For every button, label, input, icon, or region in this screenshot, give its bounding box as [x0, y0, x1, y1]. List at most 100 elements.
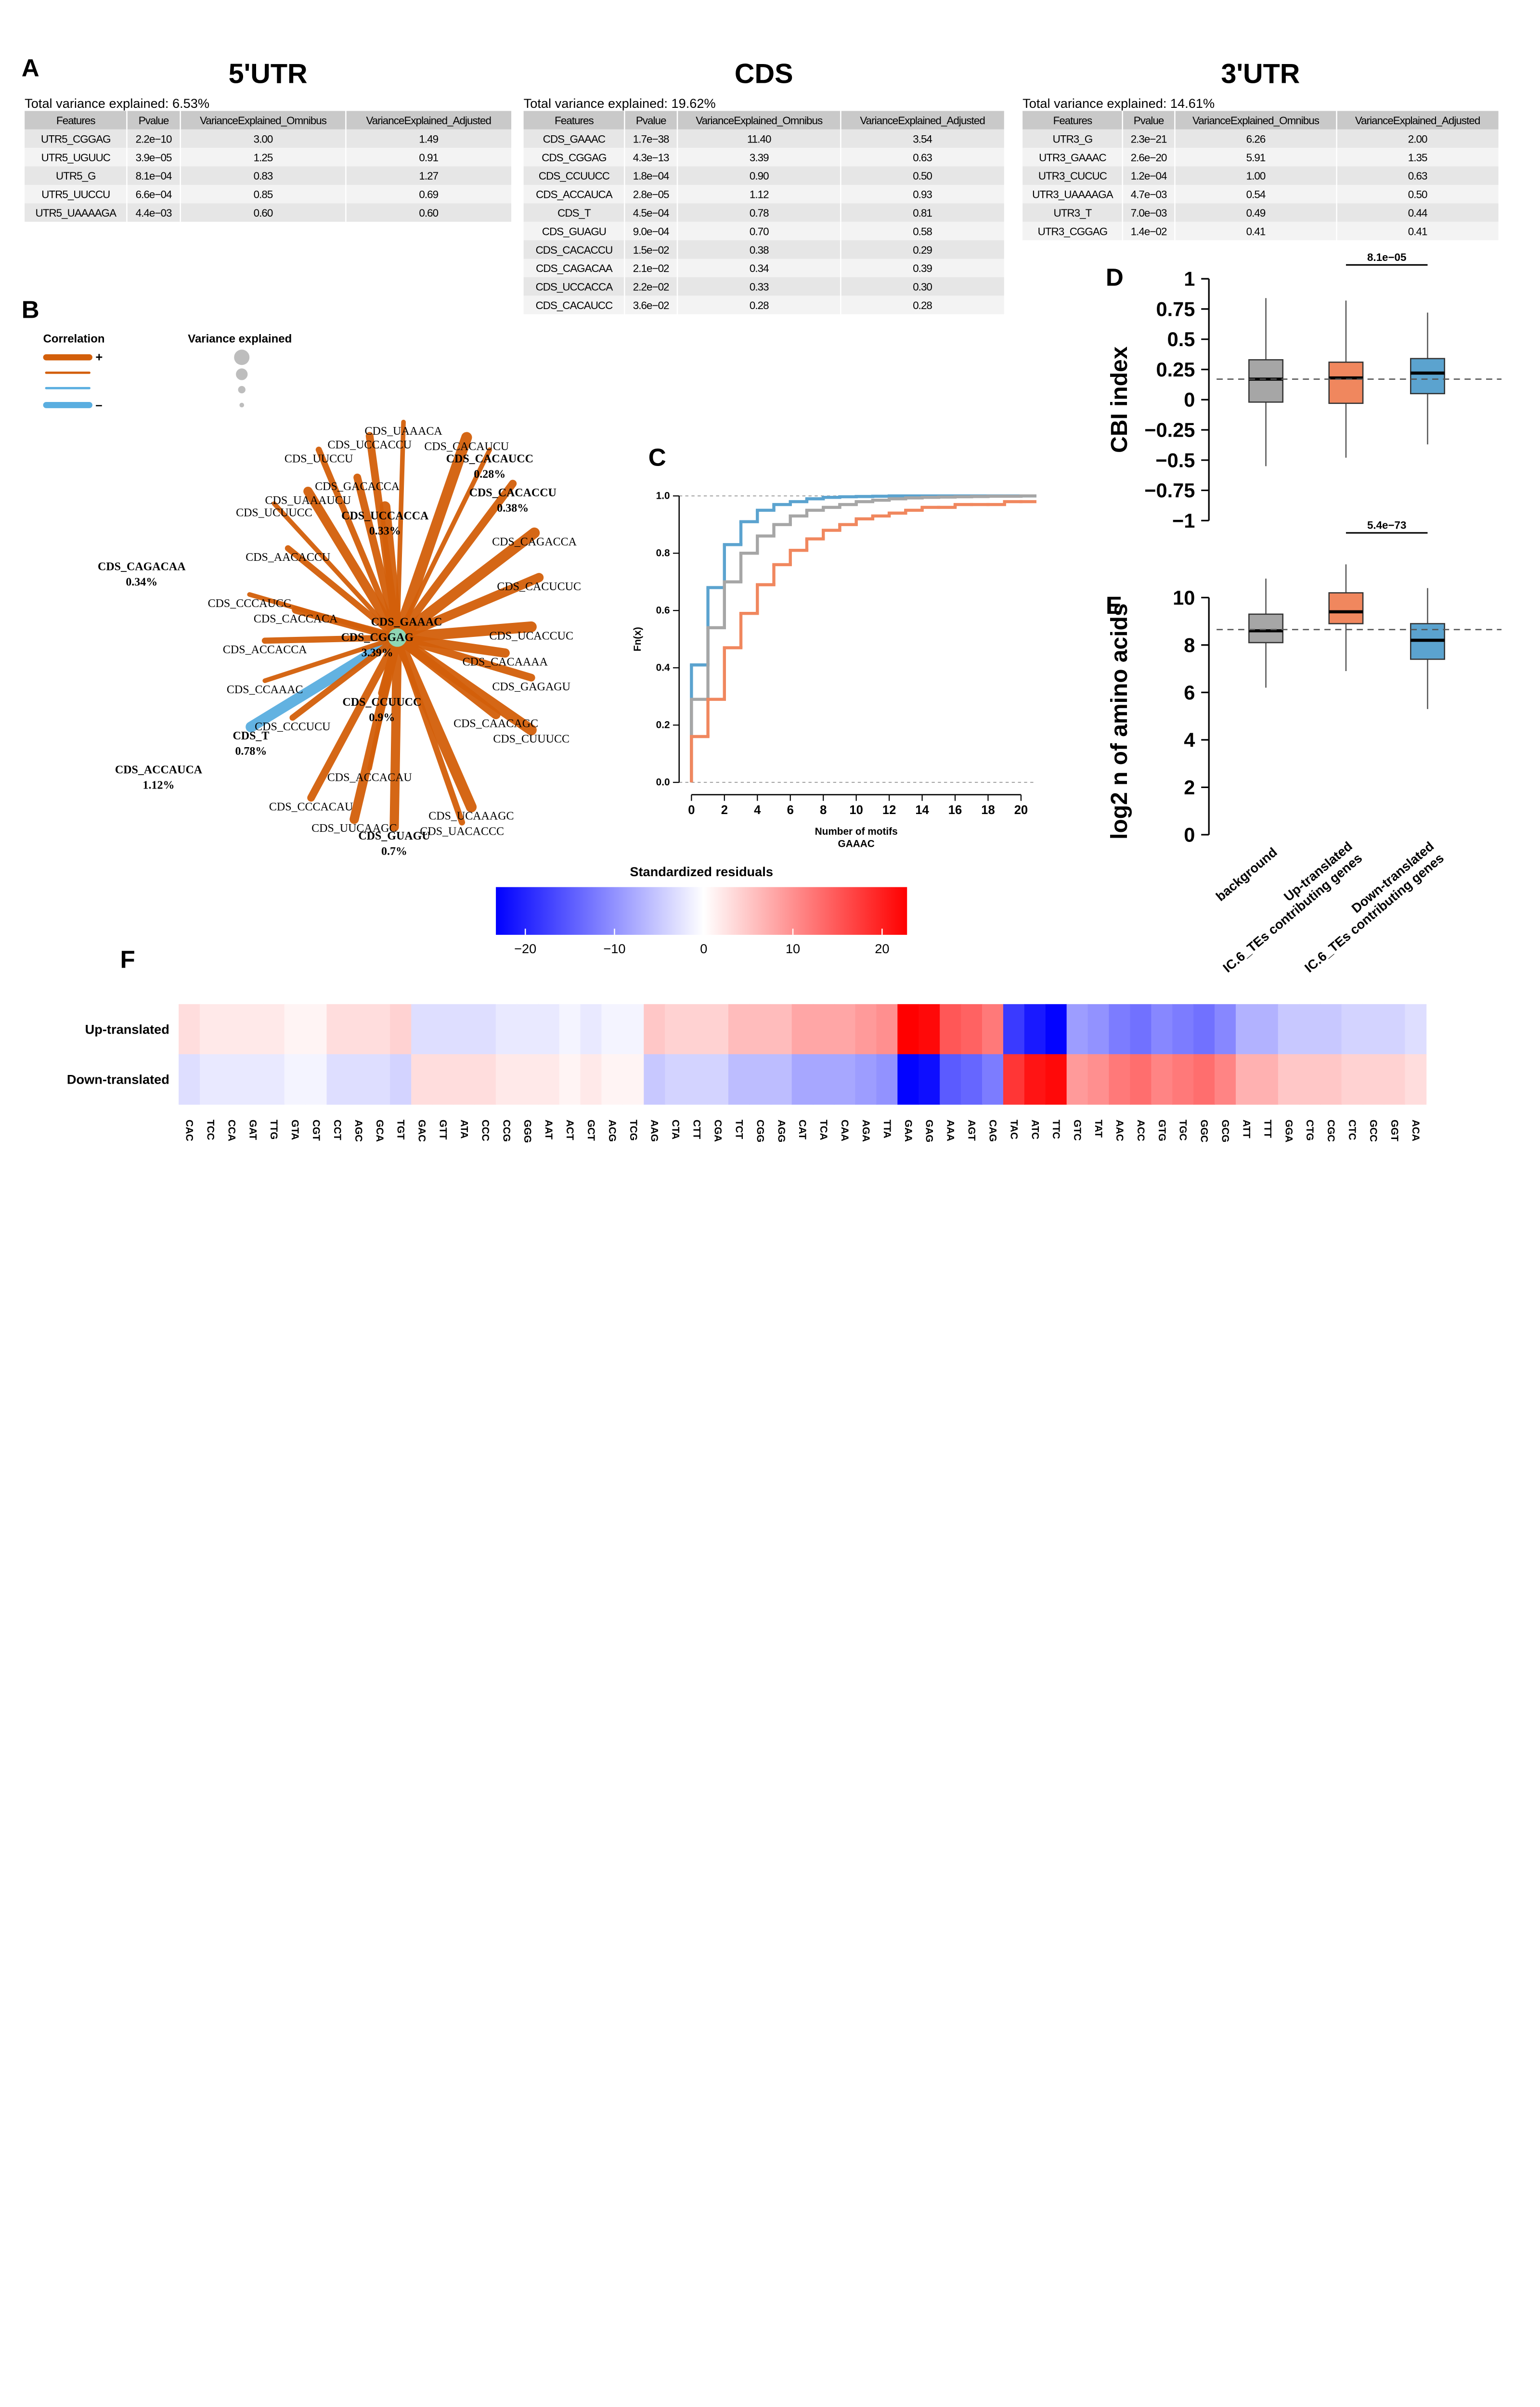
column-label: CAT [797, 1120, 808, 1139]
table-row [1022, 166, 1499, 185]
table-cell: 2.3e−21 [1131, 133, 1167, 145]
heatmap-cell [919, 1004, 941, 1055]
network-percent: 0.34% [126, 576, 157, 588]
legend-size [234, 349, 250, 365]
panel-letter: A [22, 54, 39, 81]
column-label: GGC [1199, 1120, 1210, 1142]
heatmap-cell [1151, 1004, 1173, 1055]
y-axis-label: log2 n of amino acids [1107, 603, 1132, 839]
table-cell: CDS_ACCAUCA [536, 189, 613, 201]
column-label: TAT [1093, 1120, 1104, 1138]
heatmap-cell [179, 1054, 200, 1105]
table-row [1022, 221, 1499, 241]
x-tick-label: 4 [754, 803, 761, 817]
network-label: CDS_CGGAG [341, 631, 414, 644]
network-edge [392, 573, 544, 643]
table-cell: 0.58 [913, 225, 932, 237]
table-cell: 0.30 [913, 281, 932, 293]
column-label: GCG [1220, 1120, 1231, 1142]
legend-label: + [95, 350, 103, 364]
heatmap-cell [940, 1004, 962, 1055]
network-label: CDS_CCCACAU [269, 801, 353, 813]
table-cell: CDS_T [557, 207, 591, 219]
column-header: Features [56, 115, 95, 127]
table-cell: 0.60 [254, 207, 273, 219]
colorbar-tick-label: 20 [875, 941, 889, 956]
table-row [523, 203, 1004, 222]
network-edge [392, 527, 540, 643]
table-cell: UTR5_UAAAAGA [36, 207, 117, 219]
heatmap-cell [1045, 1054, 1067, 1105]
heatmap-cell [432, 1054, 454, 1105]
y-tick-label: −0.25 [1144, 419, 1195, 441]
table-cell: 1.2e−04 [1131, 170, 1167, 182]
heatmap-cell [390, 1054, 412, 1105]
column-label: AGA [860, 1120, 871, 1142]
heatmap-cell [1130, 1054, 1152, 1105]
network-label: CDS_CACACCU [469, 487, 556, 499]
heatmap-cell [1109, 1004, 1131, 1055]
table-cell: UTR3_CGGAG [1038, 225, 1108, 237]
heatmap-cell [1299, 1004, 1321, 1055]
network-label: CDS_UCCACCU [327, 439, 412, 452]
heatmap-cell [305, 1004, 327, 1055]
y-tick-label: 0.0 [656, 777, 670, 788]
table-cell: 0.39 [913, 262, 932, 274]
heatmap-cell [411, 1004, 433, 1055]
table-cell: 0.81 [913, 207, 932, 219]
table-header [1022, 111, 1499, 129]
column-label: GGG [522, 1120, 533, 1143]
table-cell: 8.1e−04 [136, 170, 172, 182]
heatmap-cell [242, 1004, 264, 1055]
column-label: ACG [607, 1120, 618, 1142]
column-header: Pvalue [139, 115, 169, 127]
network-label: CDS_CCAAAC [227, 684, 303, 696]
heatmap-cell [559, 1004, 581, 1055]
heatmap-cell [1151, 1054, 1173, 1105]
table-cell: 1.5e−02 [633, 244, 669, 256]
box [1248, 359, 1284, 403]
table-row [25, 203, 512, 222]
network-edge [392, 432, 472, 643]
heatmap-cell [1236, 1054, 1257, 1105]
network-label: CDS_UUCAAGC [311, 822, 397, 835]
table-note: Total variance explained: 19.62% [524, 96, 716, 111]
column-label: AAC [1114, 1120, 1125, 1141]
heatmap-cell [1215, 1004, 1236, 1055]
heatmap-cell [1384, 1054, 1406, 1105]
network-label: CDS_UAAAUCU [265, 494, 351, 507]
heatmap-cell [940, 1054, 962, 1105]
table-cell: 0.28 [913, 299, 932, 311]
table-cell: CDS_CACAUCC [536, 299, 613, 311]
column-header: Features [1053, 115, 1092, 127]
x-tick-label: 6 [787, 803, 794, 817]
heatmap-cell [876, 1054, 898, 1105]
table-cell: 6.6e−04 [136, 189, 172, 201]
table-cell: UTR3_GAAAC [1039, 152, 1106, 164]
network-label: CDS_CACCACA [254, 613, 338, 625]
heatmap-cell [644, 1054, 666, 1105]
table-header [523, 111, 1004, 129]
network-edge [292, 606, 401, 642]
colorbar-tick-label: 0 [700, 941, 707, 956]
heatmap-cell [791, 1054, 814, 1105]
heatmap-cell [1066, 1004, 1088, 1055]
y-tick-label: 1.0 [656, 491, 670, 502]
y-tick-label: 0.2 [656, 720, 670, 731]
table-cell: 0.29 [913, 244, 932, 256]
heatmap-cell [686, 1054, 708, 1105]
column-label: AGC [353, 1120, 364, 1142]
network-label: CDS_UCUUCC [236, 506, 312, 519]
heatmap-cell [982, 1004, 1004, 1055]
table-cell: 1.35 [1408, 152, 1427, 164]
legend-label: – [95, 398, 102, 412]
y-tick-label: −1 [1172, 509, 1195, 532]
legend-size [238, 386, 246, 394]
column-label: GTT [438, 1120, 449, 1140]
heatmap-cell [1362, 1004, 1385, 1055]
table-cell: 5.91 [1246, 152, 1266, 164]
heatmap-cell [284, 1054, 306, 1105]
heatmap-cell [220, 1054, 243, 1105]
column-header: VarianceExplained_Omnibus [1192, 115, 1320, 127]
